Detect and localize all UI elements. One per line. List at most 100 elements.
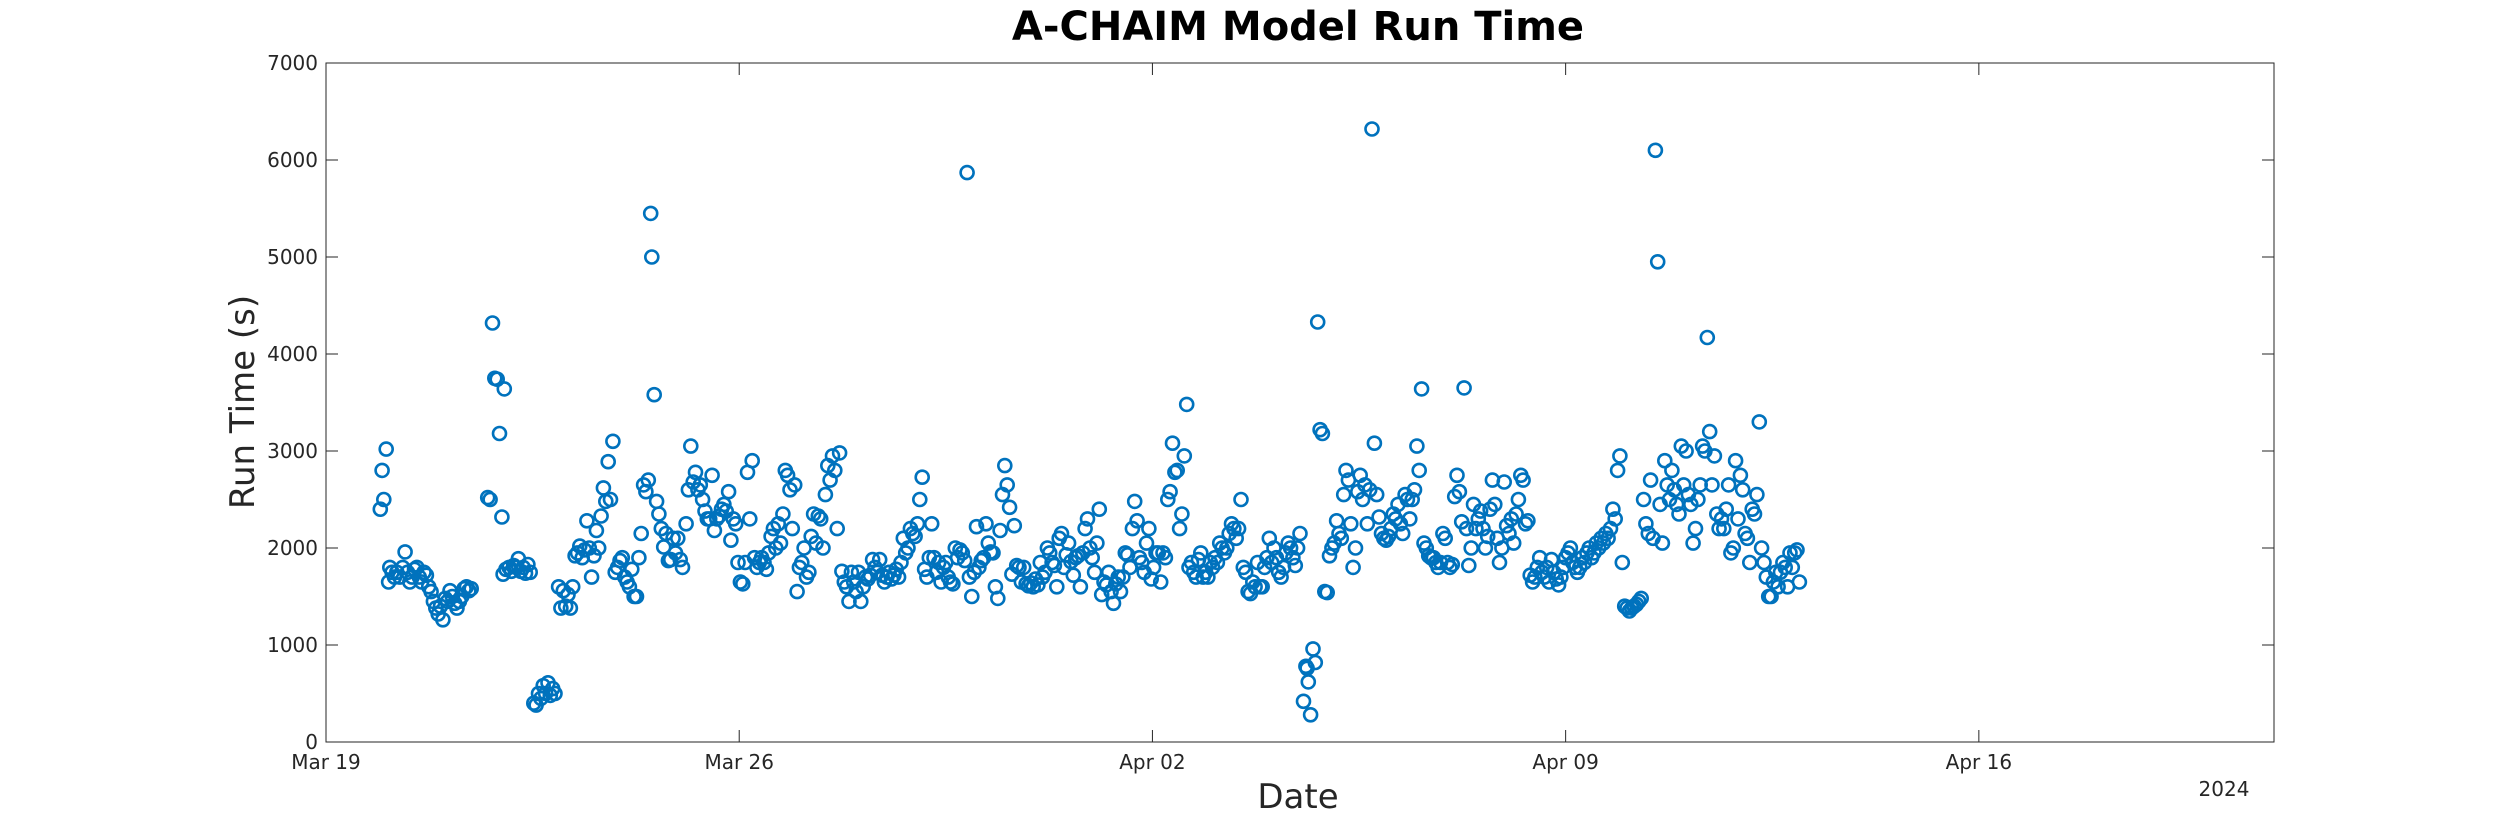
data-point [810,508,827,524]
y-tick-label: 2000 [267,536,318,560]
data-point [1487,496,1503,513]
data-point [1550,577,1567,593]
data-point [1129,512,1145,529]
data-point [416,564,432,581]
data-point [1001,499,1018,516]
data-point [973,552,990,569]
data-point [1273,569,1289,585]
data-point [1553,569,1569,585]
data-point [1458,520,1475,537]
data-point [1791,574,1808,590]
y-tick-label: 4000 [267,342,318,366]
data-point [674,559,691,576]
x-axis-label: Date [1257,777,1338,817]
data-point [732,574,749,590]
data-point [1141,520,1157,537]
data-point [1609,462,1626,479]
y-tick-label: 1000 [267,633,318,657]
data-point [1614,554,1631,571]
data-point [852,593,869,610]
data-point [985,545,1001,561]
data-point [547,685,563,702]
data-point [1345,559,1361,576]
data-point [1770,578,1786,595]
data-point [1049,578,1065,595]
data-point [564,578,581,595]
x-tick-label: Mar 26 [704,750,774,774]
x-axis: Mar 19 Mar 26 Apr 02 Apr 09 Apr 16 [291,63,2012,774]
x-tick-label: Mar 19 [291,750,361,774]
data-point [643,249,660,265]
data-point [1359,515,1376,532]
data-point [479,489,496,506]
data-point [1406,481,1423,498]
data-point [1145,559,1162,576]
data-point [914,469,931,486]
data-point [765,520,782,537]
data-point [815,540,831,556]
data-point [1233,491,1249,508]
data-point [590,540,607,556]
data-point [1475,520,1491,537]
data-point [1008,557,1025,574]
data-point [1160,491,1176,508]
data-point [942,574,959,590]
data-point [1756,554,1772,571]
data-point [1110,569,1126,585]
data-point [989,590,1006,607]
data-point [1720,477,1737,493]
data-point [678,515,694,532]
data-point [1732,467,1749,484]
data-point [651,506,667,522]
data-point [1157,549,1174,566]
data-point [1357,477,1373,493]
data-point [730,554,746,571]
data-point [378,441,395,457]
data-point [482,491,498,508]
data-point [930,554,947,571]
data-point [1300,674,1317,690]
data-point [1164,435,1181,452]
data-point [1228,530,1244,547]
data-point [1734,481,1751,498]
data-point [1496,474,1512,490]
data-point [697,503,713,519]
data-point [1072,578,1089,595]
data-point [1347,540,1364,556]
data-point [1725,540,1742,556]
data-point [1751,414,1768,430]
x-tick-label: Apr 16 [1946,750,2012,774]
data-point [1411,462,1427,479]
data-point [720,483,737,500]
data-point [1777,559,1793,576]
data-point [631,549,647,566]
data-point [1152,574,1169,590]
data-point [640,472,657,488]
data-point [1343,515,1359,532]
data-point [642,205,659,222]
data-point [635,477,652,493]
data-point [1364,121,1380,137]
data-point [1230,520,1247,537]
data-point [1718,501,1734,518]
data-point [1302,706,1319,723]
data-point [1011,559,1027,576]
data-point [1319,584,1335,601]
data-point [1451,483,1468,500]
data-point [1178,396,1195,413]
data-point [829,520,846,537]
data-point [484,315,501,331]
data-point [1619,600,1635,616]
data-point [1444,556,1461,573]
data-point [1091,501,1108,518]
data-point [1515,472,1531,488]
data-point [463,580,480,597]
data-point [581,540,598,556]
data-point [1174,506,1190,522]
data-point [669,530,686,547]
data-point [1739,530,1756,547]
data-point [817,486,834,503]
data-point [1077,520,1093,537]
y-tick-label: 0 [305,730,318,754]
